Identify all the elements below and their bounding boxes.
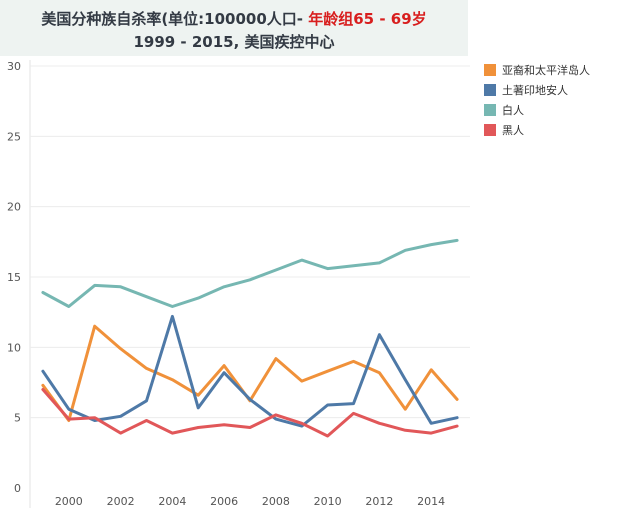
- legend-swatch-asian-pacific: [484, 64, 496, 76]
- series-line-3: [41, 388, 459, 438]
- y-tick-label-15: 15: [7, 271, 21, 284]
- legend-label-native-american: 土著印地安人: [502, 84, 568, 97]
- x-tick-label-2012: 2012: [365, 495, 393, 508]
- legend-swatch-white: [484, 104, 496, 116]
- series-line-0: [41, 324, 459, 422]
- y-tick-label-0: 0: [14, 482, 21, 495]
- series-line-1: [41, 314, 459, 428]
- legend-swatch-native-american: [484, 84, 496, 96]
- title-box: 美国分种族自杀率(单位:100000人口- 年龄组65 - 69岁 1999 -…: [0, 0, 468, 56]
- legend-label-white: 白人: [502, 104, 524, 117]
- y-tick-label-25: 25: [7, 130, 21, 143]
- legend-item-asian-pacific[interactable]: 亚裔和太平洋岛人: [484, 60, 590, 80]
- y-tick-label-5: 5: [14, 412, 21, 425]
- y-tick-label-20: 20: [7, 201, 21, 214]
- legend-swatch-black: [484, 124, 496, 136]
- legend-item-white[interactable]: 白人: [484, 100, 590, 120]
- chart-title-line-2: 1999 - 2015, 美国疾控中心: [133, 33, 335, 51]
- legend-label-asian-pacific: 亚裔和太平洋岛人: [502, 64, 590, 77]
- legend-label-black: 黑人: [502, 124, 524, 137]
- x-tick-label-2008: 2008: [262, 495, 290, 508]
- series-line-2: [41, 238, 459, 308]
- legend-item-black[interactable]: 黑人: [484, 120, 590, 140]
- legend: 亚裔和太平洋岛人 土著印地安人 白人 黑人: [484, 60, 590, 140]
- legend-item-native-american[interactable]: 土著印地安人: [484, 80, 590, 100]
- chart-title-prefix: 美国分种族自杀率(单位:100000人口-: [41, 10, 304, 28]
- x-tick-label-2000: 2000: [55, 495, 83, 508]
- x-tick-label-2002: 2002: [107, 495, 135, 508]
- x-tick-label-2004: 2004: [158, 495, 186, 508]
- chart-title-line-1: 美国分种族自杀率(单位:100000人口- 年龄组65 - 69岁: [0, 8, 468, 29]
- x-tick-label-2014: 2014: [417, 495, 445, 508]
- y-tick-label-30: 30: [7, 60, 21, 73]
- y-tick-label-10: 10: [7, 341, 21, 354]
- chart-title-age-group: 年龄组65 - 69岁: [308, 10, 427, 28]
- x-tick-label-2006: 2006: [210, 495, 238, 508]
- x-tick-label-2010: 2010: [314, 495, 342, 508]
